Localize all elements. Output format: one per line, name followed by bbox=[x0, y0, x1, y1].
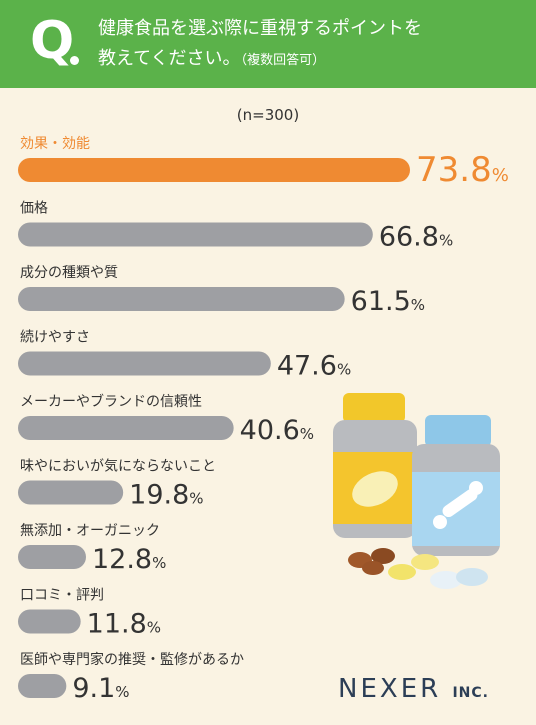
question-line-2: 教えてください。 bbox=[98, 48, 241, 69]
value-unit: % bbox=[189, 490, 203, 508]
company-logo: NEXER INC. bbox=[338, 674, 489, 704]
category-label: 価格 bbox=[20, 201, 48, 217]
value-number: 73.8 bbox=[416, 150, 492, 190]
value-number: 11.8 bbox=[87, 609, 147, 640]
value-label: 40.6% bbox=[240, 415, 314, 446]
value-unit: % bbox=[152, 554, 166, 572]
value-unit: % bbox=[411, 296, 425, 314]
value-number: 40.6 bbox=[240, 415, 300, 446]
bar bbox=[18, 222, 373, 247]
bar bbox=[18, 416, 234, 440]
bar bbox=[18, 351, 271, 376]
value-label: 19.8% bbox=[129, 480, 203, 511]
question-mark-dot bbox=[70, 56, 79, 65]
value-label: 11.8% bbox=[87, 609, 161, 640]
value-label: 9.1% bbox=[72, 673, 129, 704]
value-number: 19.8 bbox=[129, 480, 189, 511]
question-text: 健康食品を選ぶ際に重視するポイントを 教えてください。（複数回答可） bbox=[98, 14, 528, 76]
category-label: 医師や専門家の推奨・監修があるか bbox=[20, 651, 244, 668]
value-unit: % bbox=[337, 361, 351, 379]
category-label: 続けやすさ bbox=[20, 329, 90, 346]
value-label: 61.5% bbox=[351, 286, 425, 317]
value-unit: % bbox=[492, 165, 509, 186]
category-label: メーカーやブランドの信頼性 bbox=[20, 393, 202, 410]
logo-suffix: INC. bbox=[452, 685, 489, 701]
category-label: 味やにおいが気にならないこと bbox=[20, 459, 216, 475]
logo-name: NEXER bbox=[338, 674, 442, 704]
value-unit: % bbox=[439, 232, 453, 250]
bar bbox=[18, 287, 345, 311]
value-number: 12.8 bbox=[92, 544, 152, 575]
category-label: 成分の種類や質 bbox=[20, 265, 118, 281]
value-number: 47.6 bbox=[277, 351, 337, 382]
question-header: Q 健康食品を選ぶ際に重視するポイントを 教えてください。（複数回答可） bbox=[0, 0, 536, 88]
bar bbox=[18, 158, 410, 182]
value-number: 61.5 bbox=[351, 286, 411, 317]
category-label: 口コミ・評判 bbox=[20, 588, 104, 604]
supplement-bottles-illustration bbox=[333, 393, 500, 589]
question-mark: Q bbox=[30, 11, 75, 71]
category-label: 無添加・オーガニック bbox=[20, 523, 160, 539]
question-note: （複数回答可） bbox=[240, 53, 326, 68]
value-number: 9.1 bbox=[72, 673, 115, 704]
value-label: 47.6% bbox=[277, 351, 351, 382]
bars-layer: 効果・効能 73.8% 価格 66.8% 成分の種類や質 61.5% 続けやすさ 47.6% メ… bbox=[18, 136, 509, 704]
bar bbox=[18, 674, 67, 698]
value-number: 66.8 bbox=[379, 222, 439, 253]
value-label: 12.8% bbox=[92, 544, 166, 575]
value-unit: % bbox=[147, 619, 161, 637]
value-label: 73.8% bbox=[416, 150, 509, 190]
value-unit: % bbox=[300, 425, 314, 443]
sample-size-label: (n=300) bbox=[236, 106, 300, 124]
category-label: 効果・効能 bbox=[20, 136, 90, 152]
value-unit: % bbox=[115, 683, 129, 701]
bar bbox=[18, 480, 124, 505]
bar bbox=[18, 545, 86, 569]
bar bbox=[18, 609, 81, 634]
question-line-1: 健康食品を選ぶ際に重視するポイントを bbox=[98, 18, 422, 39]
value-label: 66.8% bbox=[379, 222, 453, 253]
